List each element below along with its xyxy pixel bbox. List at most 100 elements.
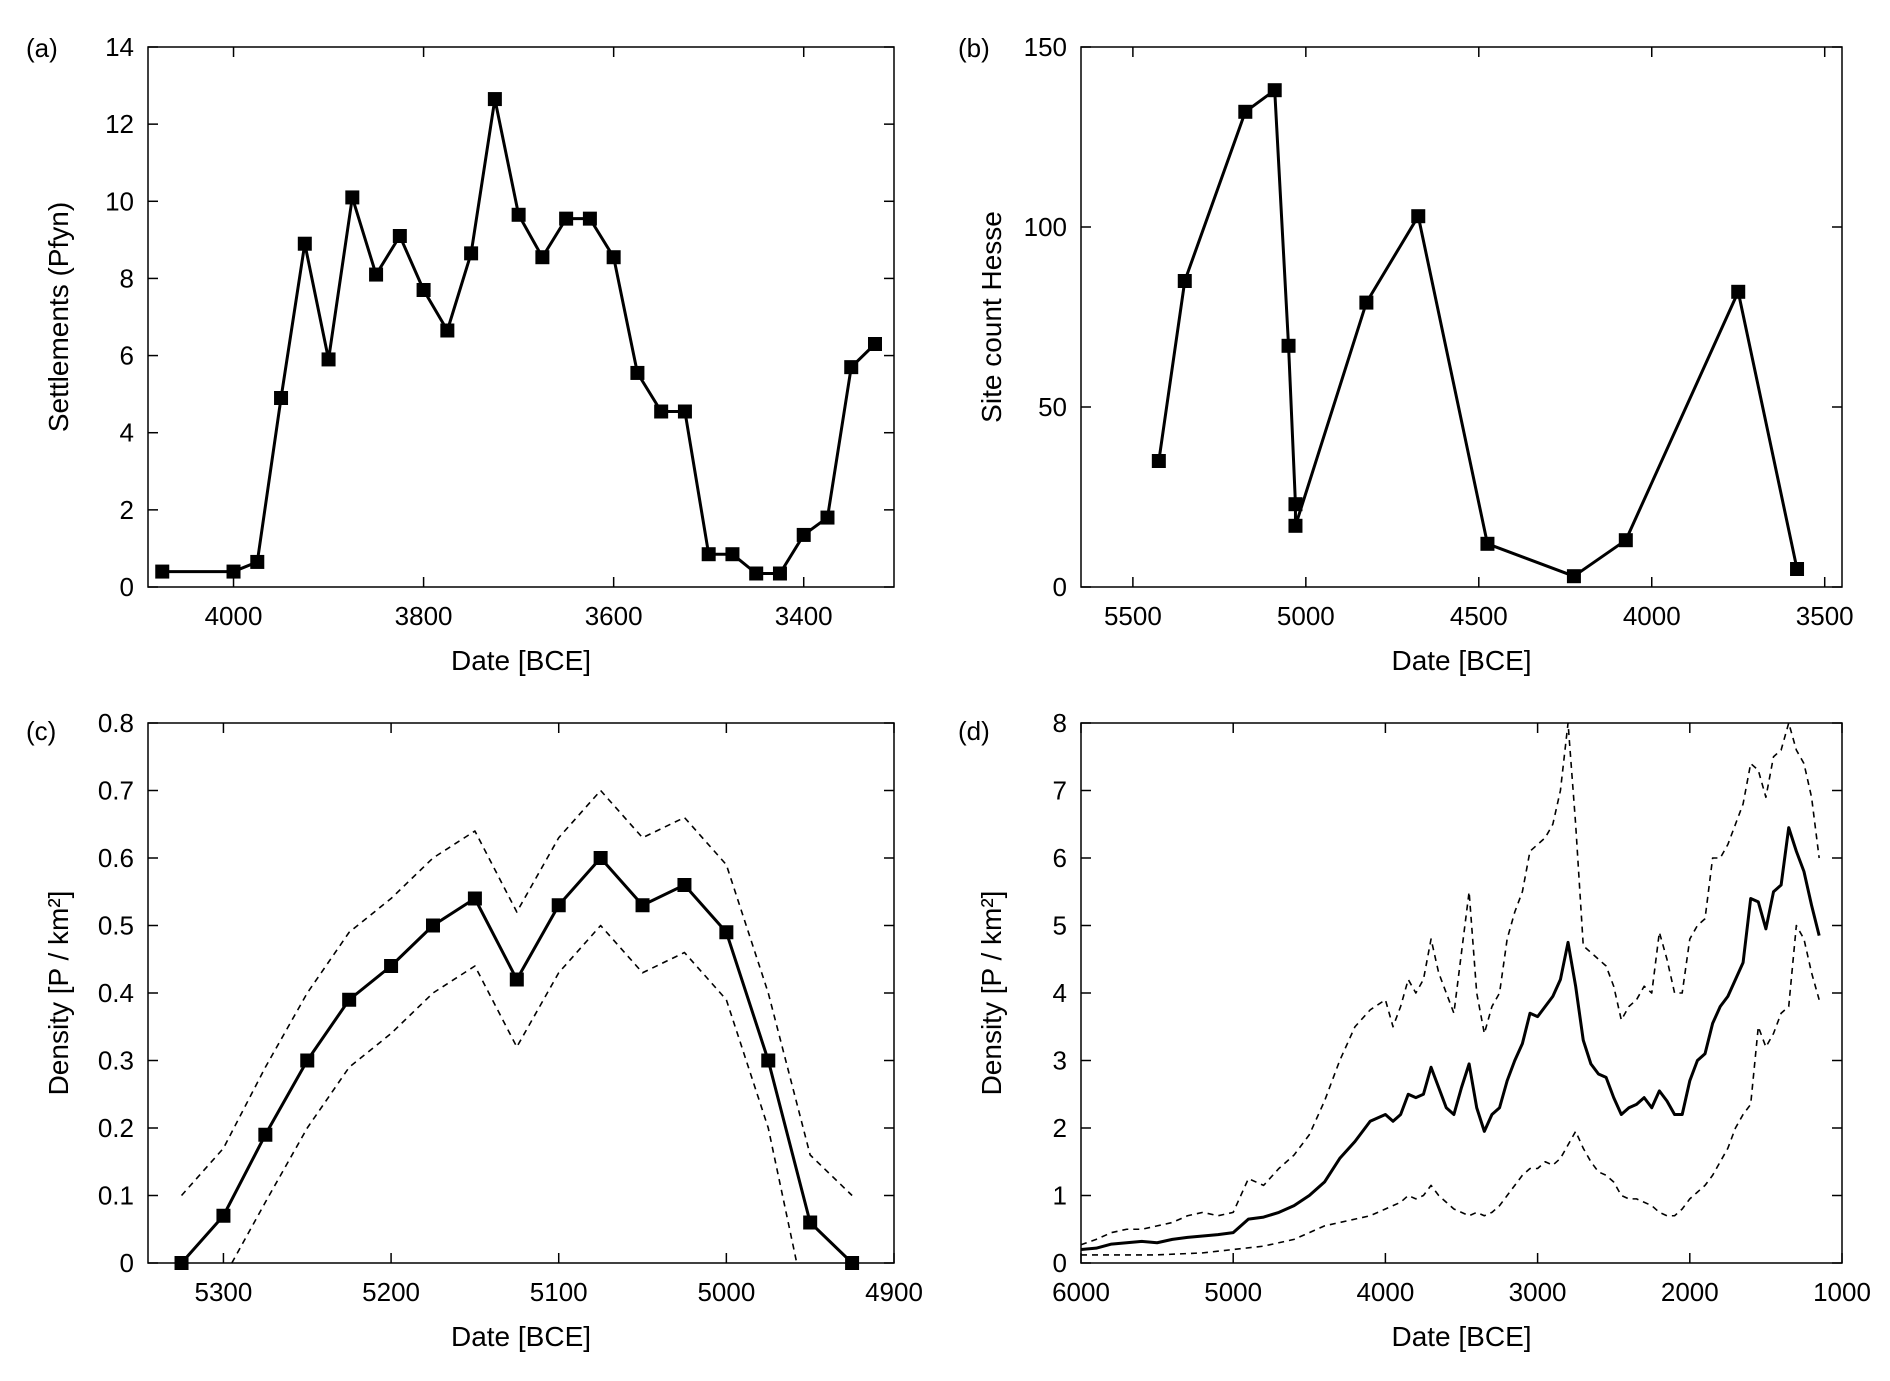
x-tick-label: 6000: [1052, 1277, 1110, 1307]
x-tick-label: 5000: [1277, 601, 1335, 631]
x-tick-label: 1000: [1813, 1277, 1871, 1307]
data-point: [677, 404, 692, 419]
y-tick-label: 8: [1053, 708, 1067, 738]
y-tick-label: 0.8: [98, 708, 134, 738]
data-point: [772, 566, 787, 581]
data-point: [582, 211, 597, 226]
data-point: [1151, 454, 1166, 468]
data-point: [226, 564, 241, 579]
data-point: [719, 925, 734, 940]
data-point: [297, 236, 312, 251]
x-tick-label: 5500: [1104, 601, 1162, 631]
y-tick-label: 4: [1053, 978, 1067, 1008]
data-point: [867, 337, 882, 351]
x-tick-label: 5000: [697, 1277, 755, 1307]
data-point: [1731, 284, 1746, 299]
x-axis-label: Date [BCE]: [451, 645, 591, 676]
y-tick-label: 14: [105, 32, 134, 62]
x-tick-label: 3800: [395, 601, 453, 631]
data-point: [511, 207, 526, 222]
data-point: [1359, 295, 1374, 310]
data-point: [274, 391, 289, 405]
x-tick-label: 3600: [585, 601, 643, 631]
x-tick-label: 3000: [1509, 1277, 1567, 1307]
y-tick-label: 12: [105, 109, 134, 139]
y-tick-label: 6: [120, 341, 134, 371]
y-tick-label: 6: [1053, 843, 1067, 873]
data-point: [1288, 497, 1303, 512]
data-point: [509, 972, 524, 987]
data-point: [321, 352, 336, 367]
confidence-bound-line: [1081, 924, 1820, 1256]
data-point: [559, 211, 574, 226]
data-point: [1566, 569, 1581, 584]
confidence-bound-line: [180, 789, 853, 1197]
data-point: [803, 1215, 818, 1230]
panel-b: (b) 5500 5000 4500 4000 3500 0 50 100 150 Date [B…: [958, 32, 1854, 676]
data-point: [1177, 274, 1192, 288]
data-point: [440, 323, 455, 338]
data-point: [1480, 536, 1495, 551]
y-tick-label: 150: [1024, 32, 1067, 62]
y-tick-label: 10: [105, 186, 134, 216]
data-point: [593, 851, 608, 865]
x-axis-label: Date [BCE]: [451, 1321, 591, 1352]
panel-label: (c): [26, 716, 56, 746]
x-tick-label: 5300: [195, 1277, 253, 1307]
y-tick-label: 2: [1053, 1113, 1067, 1143]
y-tick-label: 7: [1053, 776, 1067, 806]
x-tick-label: 4000: [205, 601, 263, 631]
data-point: [1267, 83, 1282, 98]
y-axis-label: Settlements (Pfyn): [43, 202, 74, 432]
y-tick-label: 0.2: [98, 1113, 134, 1143]
data-point: [635, 898, 650, 913]
series-line: [180, 856, 854, 1263]
data-point: [369, 267, 384, 282]
series-line: [162, 97, 877, 575]
y-tick-label: 3: [1053, 1046, 1067, 1076]
x-tick-label: 5000: [1204, 1277, 1262, 1307]
y-tick-label: 0.5: [98, 911, 134, 941]
data-point: [1281, 338, 1296, 353]
data-point: [845, 1256, 860, 1270]
data-point: [844, 360, 859, 375]
y-tick-label: 100: [1024, 212, 1067, 242]
panel-label: (d): [958, 716, 990, 746]
data-point: [749, 566, 764, 581]
y-tick-label: 4: [120, 418, 134, 448]
series-line: [1157, 88, 1799, 578]
data-point: [425, 918, 440, 933]
y-tick-label: 0.1: [98, 1181, 134, 1211]
panel-label: (b): [958, 33, 990, 63]
plot-frame: [1080, 46, 1843, 588]
y-tick-label: 0: [120, 572, 134, 602]
data-point: [216, 1208, 231, 1223]
data-point: [384, 959, 399, 973]
y-tick-label: 0.3: [98, 1046, 134, 1076]
data-point: [677, 878, 692, 892]
y-tick-label: 5: [1053, 911, 1067, 941]
data-point: [551, 898, 566, 913]
y-axis-label: Density [P / km²]: [976, 891, 1007, 1096]
x-tick-label: 5200: [362, 1277, 420, 1307]
data-point: [416, 283, 431, 297]
data-point: [250, 554, 265, 569]
y-tick-label: 2: [120, 495, 134, 525]
data-point: [654, 404, 669, 419]
data-point: [467, 891, 482, 906]
x-tick-label: 4900: [865, 1277, 923, 1307]
y-tick-label: 0.7: [98, 776, 134, 806]
data-point: [761, 1053, 776, 1068]
data-point: [535, 250, 550, 265]
y-tick-label: 0: [120, 1248, 134, 1278]
data-point: [820, 510, 835, 525]
data-point: [392, 229, 407, 243]
y-tick-label: 0: [1053, 1248, 1067, 1278]
x-tick-label: 5100: [530, 1277, 588, 1307]
series-line: [1081, 826, 1821, 1251]
x-tick-label: 4000: [1623, 601, 1681, 631]
plot-frame: [147, 722, 895, 1264]
panel-label: (a): [26, 33, 58, 63]
x-tick-label: 3500: [1796, 601, 1854, 631]
